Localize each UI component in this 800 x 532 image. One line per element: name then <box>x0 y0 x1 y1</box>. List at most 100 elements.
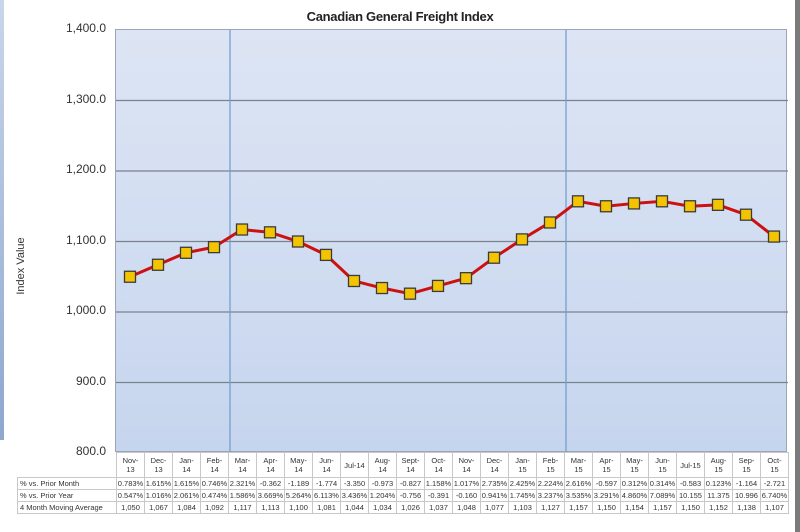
table-cell: -0.583 <box>676 477 705 490</box>
data-point-marker <box>515 233 529 246</box>
x-category-label: Aug- 14 <box>368 452 397 478</box>
table-cell: 2.321% <box>228 477 257 490</box>
table-cell: 0.312% <box>620 477 649 490</box>
table-cell: 11.375 <box>704 489 733 502</box>
plot-area <box>115 29 788 453</box>
table-cell: 1.017% <box>452 477 481 490</box>
x-category-label: Jun- 15 <box>648 452 677 478</box>
x-category-label: Nov- 14 <box>452 452 481 478</box>
table-cell: 1,077 <box>480 501 509 514</box>
table-cell: 6.113% <box>312 489 341 502</box>
x-category-label: Sept- 14 <box>396 452 425 478</box>
data-point-marker <box>207 240 221 254</box>
table-row: 4 Month Moving Average 1,050 1,067 1,084 1,0… <box>17 501 789 514</box>
table-cell: 1,107 <box>760 501 789 514</box>
data-point-marker <box>263 226 277 239</box>
line-chart <box>116 30 788 453</box>
table-cell: 1,100 <box>284 501 313 514</box>
table-cell: 1,150 <box>592 501 621 514</box>
window-left-edge <box>0 0 4 440</box>
table-cell: 1,037 <box>424 501 453 514</box>
table-cell: 1,117 <box>228 501 257 514</box>
x-category-label: Nov- 13 <box>116 452 145 478</box>
table-cell: 1,067 <box>144 501 173 514</box>
table-cell: 0.941% <box>480 489 509 502</box>
table-cell: 1,048 <box>452 501 481 514</box>
table-cell: 1,092 <box>200 501 229 514</box>
table-cell: 1.615% <box>144 477 173 490</box>
y-tick-label: 800.0 <box>75 444 106 458</box>
x-category-label: Oct- 15 <box>760 452 789 478</box>
data-point-marker <box>571 195 585 208</box>
table-cell: 0.474% <box>200 489 229 502</box>
table-cell: 1,157 <box>648 501 677 514</box>
table-cell: -0.597 <box>592 477 621 490</box>
x-category-label: Feb- 14 <box>200 452 229 478</box>
table-cell: -2.721 <box>760 477 789 490</box>
table-cell: 0.746% <box>200 477 229 490</box>
table-cell: 0.783% <box>116 477 145 490</box>
data-point-marker <box>711 198 725 211</box>
table-cell: 1,138 <box>732 501 761 514</box>
data-point-marker <box>291 235 305 248</box>
x-category-label: Apr- 15 <box>592 452 621 478</box>
table-cell: 3.669% <box>256 489 285 502</box>
table-row: % vs. Prior Year 0.547% 1.016% 2.061% 0.474%… <box>17 489 789 502</box>
table-cell: 2.224% <box>536 477 565 490</box>
table-cell: 1.586% <box>228 489 257 502</box>
table-row: % vs. Prior Month 0.783% 1.615% 1.615% 0.746… <box>17 477 789 490</box>
table-cell: 1.745% <box>508 489 537 502</box>
table-cell: 1,026 <box>396 501 425 514</box>
data-point-marker <box>123 270 137 283</box>
x-category-label: May- 14 <box>284 452 313 478</box>
table-cell: 2.735% <box>480 477 509 490</box>
table-cell: 1.204% <box>368 489 397 502</box>
table-cell: 1.615% <box>172 477 201 490</box>
table-cell: 1,050 <box>116 501 145 514</box>
table-cell: 3.436% <box>340 489 369 502</box>
x-category-label: Feb- 15 <box>536 452 565 478</box>
data-point-marker <box>179 246 193 259</box>
table-cell: 1,044 <box>340 501 369 514</box>
table-cell: 1,081 <box>312 501 341 514</box>
table-cell: 2.616% <box>564 477 593 490</box>
table-cell: 1,157 <box>564 501 593 514</box>
x-category-label: Dec- 14 <box>480 452 509 478</box>
row-label: 4 Month Moving Average <box>17 501 117 514</box>
row-label: % vs. Prior Year <box>17 489 117 502</box>
data-point-marker <box>487 251 501 264</box>
x-category-label: Jan- 14 <box>172 452 201 478</box>
series-line <box>129 199 775 296</box>
data-point-marker <box>627 197 641 210</box>
table-cell: 0.314% <box>648 477 677 490</box>
x-category-label: Oct- 14 <box>424 452 453 478</box>
data-point-marker <box>347 274 361 288</box>
table-cell: 1,103 <box>508 501 537 514</box>
table-cell: 1.016% <box>144 489 173 502</box>
table-cell: 0.547% <box>116 489 145 502</box>
table-cell: 2.061% <box>172 489 201 502</box>
table-cell: 0.123% <box>704 477 733 490</box>
table-cell: -0.362 <box>256 477 285 490</box>
table-cell: 1,113 <box>256 501 285 514</box>
data-point-marker <box>235 223 249 236</box>
chart-title: Canadian General Freight Index <box>306 9 494 24</box>
table-cell: 5.264% <box>284 489 313 502</box>
x-category-label: May- 15 <box>620 452 649 478</box>
table-cell: -0.973 <box>368 477 397 490</box>
y-tick-label: 900.0 <box>75 373 106 388</box>
table-cell: 2.425% <box>508 477 537 490</box>
table-cell: 1,127 <box>536 501 565 514</box>
y-tick-label: 1,300.0 <box>65 91 106 106</box>
table-cell: 1,154 <box>620 501 649 514</box>
data-point-marker <box>431 279 445 293</box>
table-cell: 4.860% <box>620 489 649 502</box>
table-cell: 1,084 <box>172 501 201 514</box>
data-point-marker <box>459 272 473 285</box>
table-cell: -0.756 <box>396 489 425 502</box>
data-table: Nov- 13 Dec- 13 Jan- 14 Feb- 14 Mar- 14 Apr- 14 May-… <box>17 452 789 514</box>
x-category-label: Jul-14 <box>340 452 369 478</box>
table-cell: -3.350 <box>340 477 369 490</box>
data-point-marker <box>543 216 557 229</box>
data-point-marker <box>375 281 389 295</box>
